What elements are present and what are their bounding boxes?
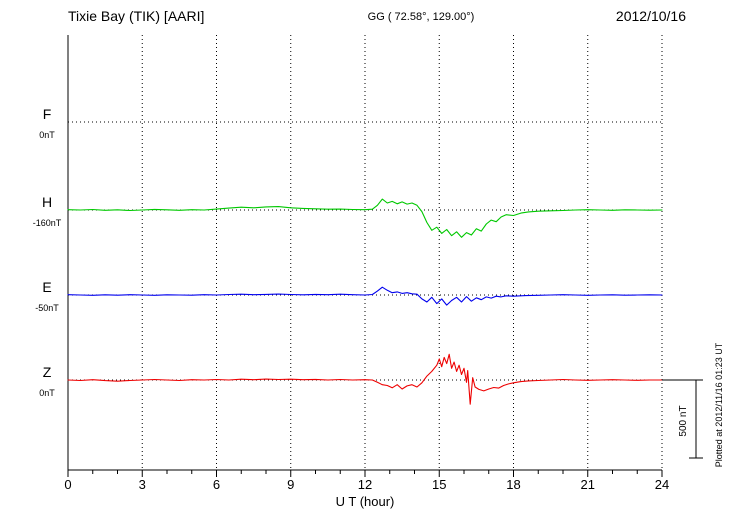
component-baseline-value-H: -160nT (33, 218, 62, 228)
component-letter-E: E (42, 279, 51, 295)
plotted-at-note: Plotted at 2012/11/16 01:23 UT (714, 342, 724, 467)
x-tick-label: 24 (655, 477, 669, 492)
x-tick-label: 18 (506, 477, 520, 492)
date-label: 2012/10/16 (616, 8, 686, 24)
grid-lines (67, 35, 663, 470)
gg-coordinates: GG ( 72.58°, 129.00°) (368, 11, 475, 23)
component-baseline-value-F: 0nT (39, 130, 55, 140)
component-letter-H: H (42, 194, 52, 210)
component-baseline-value-E: -50nT (35, 303, 59, 313)
component-letter-Z: Z (43, 364, 52, 380)
x-tick-label: 21 (581, 477, 595, 492)
x-axis-title: U T (hour) (336, 494, 395, 509)
scale-bar (662, 379, 703, 459)
x-tick-label: 12 (358, 477, 372, 492)
axes: 0 3 6 9 12 15 18 21 24 (64, 469, 669, 492)
x-tick-label: 15 (432, 477, 446, 492)
component-baseline-value-Z: 0nT (39, 388, 55, 398)
x-tick-label: 6 (213, 477, 220, 492)
traces (67, 198, 663, 405)
component-letter-F: F (43, 106, 52, 122)
scale-bar-label: 500 nT (678, 405, 689, 436)
trace-E (67, 286, 663, 306)
trace-Z (67, 353, 663, 405)
x-tick-label: 3 (139, 477, 146, 492)
x-tick-label: 9 (287, 477, 294, 492)
station-title: Tixie Bay (TIK) [AARI] (68, 8, 204, 24)
component-labels: F 0nT H -160nT E -50nT Z 0nT (33, 106, 62, 398)
trace-H (67, 198, 663, 238)
x-tick-label: 0 (64, 477, 71, 492)
